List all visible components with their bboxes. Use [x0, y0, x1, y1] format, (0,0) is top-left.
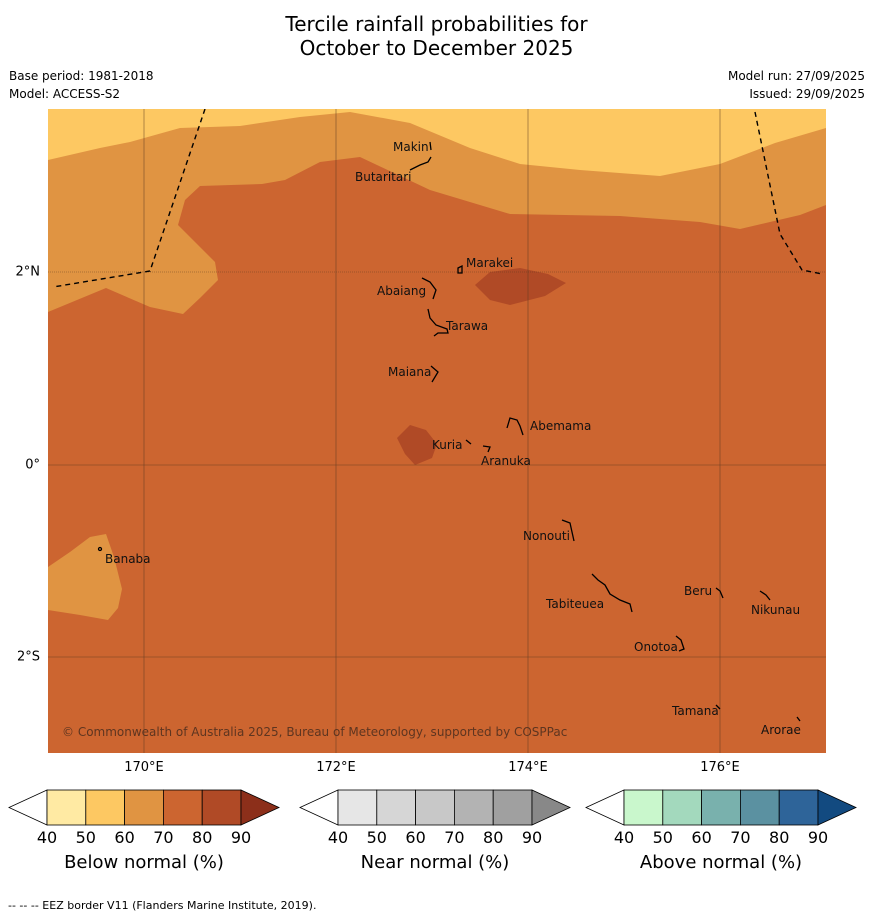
legend-1-tick: 90 — [230, 828, 252, 847]
label-tamana: Tamana — [671, 704, 719, 718]
legend-3-colorbar — [585, 789, 857, 826]
legend-2-tick: 80 — [483, 828, 504, 847]
region-60-70-banaba — [48, 534, 122, 620]
legend-2-tick: 40 — [327, 828, 349, 847]
lon-label-170: 170°E — [124, 760, 164, 775]
legend-1-swatch — [124, 789, 164, 826]
legend-3-swatch — [778, 789, 819, 826]
legend-2-swatch — [337, 789, 378, 826]
legend-1-swatch — [46, 789, 87, 826]
legend-3-swatch — [623, 789, 664, 826]
legend-3-high-extend — [817, 789, 857, 826]
legend-1-tick: 50 — [75, 828, 96, 847]
lon-label-174: 174°E — [508, 760, 548, 775]
label-onotoa: Onotoa — [634, 640, 678, 654]
legend-3-tick: 90 — [807, 828, 829, 847]
label-maiana: Maiana — [388, 365, 431, 379]
legend-2-high-extend — [531, 789, 571, 826]
legend-1-colorbar — [8, 789, 280, 826]
legends — [8, 789, 857, 826]
legend-3-tick: 60 — [691, 828, 712, 847]
label-banaba: Banaba — [105, 552, 151, 566]
run-info: Model run: 27/09/2025 Issued: 29/09/2025 — [728, 67, 865, 103]
legend-2-swatch — [415, 789, 455, 826]
eez-footnote: -- -- -- EEZ border V11 (Flanders Marine… — [8, 899, 317, 912]
legend-1-high-extend — [240, 789, 280, 826]
legend-2-tick: 70 — [444, 828, 465, 847]
label-marakei: Marakei — [466, 256, 513, 270]
island-labels: Makin Butaritari Marakei Abaiang Tarawa … — [105, 140, 801, 737]
label-arorae: Arorae — [761, 723, 801, 737]
legend-2-caption: Near normal (%) — [360, 852, 510, 873]
graticule — [48, 109, 826, 753]
title-line-1: Tercile rainfall probabilities for — [285, 12, 588, 36]
region-80-90-marakei — [475, 268, 566, 305]
base-period: Base period: 1981-2018 — [9, 69, 154, 83]
island-outlines — [97, 141, 801, 722]
lon-label-172: 172°E — [316, 760, 356, 775]
legend-3-tick: 70 — [730, 828, 751, 847]
legend-2-swatch — [376, 789, 416, 826]
title-line-2: October to December 2025 — [299, 36, 574, 60]
legend-3-caption: Above normal (%) — [639, 852, 803, 873]
label-tarawa: Tarawa — [445, 319, 488, 333]
legend-1-swatch — [201, 789, 242, 826]
label-abaiang: Abaiang — [377, 284, 426, 298]
legend-2-swatch — [453, 789, 494, 826]
legend-3-swatch — [662, 789, 702, 826]
legend-1-swatch — [85, 789, 126, 826]
legend-1-low-extend — [8, 789, 48, 826]
legend-1-tick: 80 — [192, 828, 213, 847]
label-butaritari: Butaritari — [355, 170, 412, 184]
label-nikunau: Nikunau — [751, 603, 800, 617]
legend-1-tick: 60 — [114, 828, 135, 847]
chart-title: Tercile rainfall probabilities for Octob… — [0, 12, 873, 60]
lat-label-0: 0° — [25, 457, 40, 473]
legend-3-low-extend — [585, 789, 625, 826]
legend-3-tick: 80 — [769, 828, 790, 847]
label-makin: Makin — [393, 140, 429, 154]
eez-border — [52, 109, 823, 288]
legend-1-swatch — [162, 789, 203, 826]
model-info: Base period: 1981-2018 Model: ACCESS-S2 — [9, 67, 154, 103]
legend-3-tick: 40 — [613, 828, 635, 847]
legend-2-swatch — [492, 789, 533, 826]
label-nonouti: Nonouti — [523, 529, 570, 543]
lat-label-2n: 2°N — [15, 264, 41, 280]
legend-1-tick: 70 — [153, 828, 174, 847]
legend-1-tick: 40 — [36, 828, 58, 847]
label-aranuka: Aranuka — [481, 454, 531, 468]
region-80-90-kuria — [397, 425, 437, 465]
legend-2-tick: 50 — [366, 828, 387, 847]
legend-3-tick: 50 — [652, 828, 673, 847]
legend-2-low-extend — [299, 789, 339, 826]
legend-2-tick: 60 — [405, 828, 426, 847]
label-abemama: Abemama — [530, 419, 591, 433]
lon-label-176: 176°E — [700, 760, 740, 775]
issued-date: Issued: 29/09/2025 — [749, 87, 865, 101]
legend-2-colorbar — [299, 789, 571, 826]
legend-1-caption: Below normal (%) — [64, 852, 224, 873]
label-tabiteuea: Tabiteuea — [545, 597, 604, 611]
copyright-notice: © Commonwealth of Australia 2025, Bureau… — [62, 725, 567, 739]
lat-label-2s: 2°S — [16, 649, 40, 665]
region-50-60-north — [48, 109, 826, 176]
legend-3-swatch — [701, 789, 741, 826]
legend-2-tick: 90 — [521, 828, 543, 847]
model-run-date: Model run: 27/09/2025 — [727, 69, 865, 83]
legend-3-swatch — [740, 789, 780, 826]
label-beru: Beru — [684, 584, 712, 598]
model-name: Model: ACCESS-S2 — [9, 87, 121, 101]
label-kuria: Kuria — [432, 438, 463, 452]
